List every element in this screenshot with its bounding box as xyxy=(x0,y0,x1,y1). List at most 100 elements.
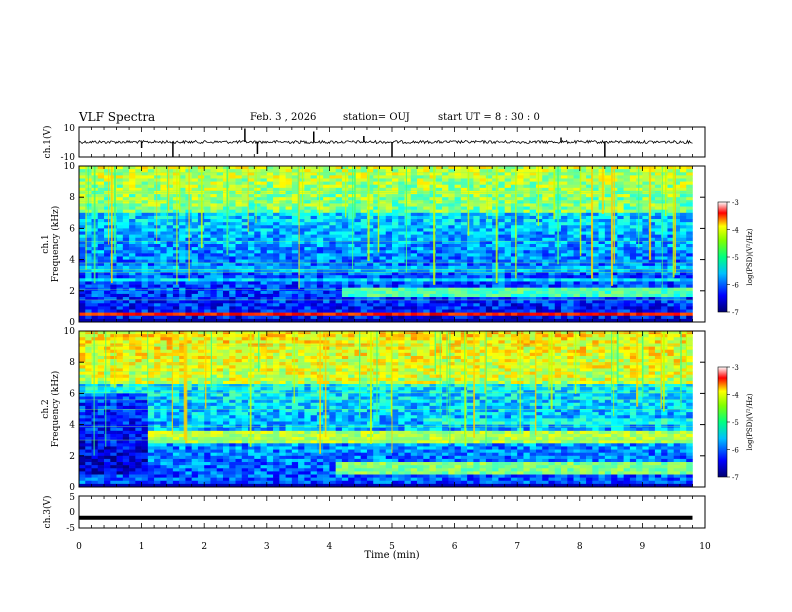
spec1-cell xyxy=(442,206,449,210)
spec1-cell xyxy=(360,169,368,173)
spec1-cell xyxy=(479,169,487,173)
spec1-cell xyxy=(335,268,343,273)
spec1-cell xyxy=(79,306,86,310)
spec1-cell xyxy=(191,306,199,310)
spec1-cell xyxy=(410,219,418,223)
spec1-cell xyxy=(129,250,136,254)
spec1-cell xyxy=(473,178,480,182)
spec1-cell xyxy=(298,287,305,292)
spec1-cell xyxy=(485,166,493,170)
spec1-cell xyxy=(535,181,543,186)
spec1-cell xyxy=(341,268,349,273)
spec1-cell xyxy=(379,169,387,173)
spec1-cell xyxy=(417,293,424,298)
spec1-cell xyxy=(592,287,599,292)
spec1-cell xyxy=(273,250,280,254)
spec1-cell xyxy=(617,244,624,248)
spec1-cell xyxy=(679,256,687,260)
spec1-cell xyxy=(147,318,155,323)
spec1-cell xyxy=(648,172,656,176)
spec1-cell xyxy=(172,306,180,310)
spec1-cell xyxy=(479,272,487,276)
spec1-cell xyxy=(210,225,218,229)
spec1-cell xyxy=(423,237,430,242)
spec1-cell xyxy=(204,268,211,273)
spec1-cell xyxy=(517,278,524,282)
spec1-cell xyxy=(548,318,556,323)
spec1-cell xyxy=(79,309,86,313)
spec1-cell xyxy=(348,268,355,273)
spec1-cell xyxy=(235,209,243,214)
spec1-cell xyxy=(248,244,255,248)
spec1-cell xyxy=(335,312,343,317)
spec1-cell xyxy=(316,293,324,298)
spec1-cell xyxy=(429,206,437,210)
spec1-cell xyxy=(160,228,167,232)
spec1-cell xyxy=(504,297,512,301)
spec1-cell xyxy=(498,262,505,267)
spec1-cell xyxy=(85,256,92,260)
spec1-cell xyxy=(498,209,505,214)
spec1-cell xyxy=(229,253,236,257)
spec1-cell xyxy=(667,256,674,260)
spec1-cell xyxy=(285,206,293,210)
spec1-cell xyxy=(241,172,249,176)
spec1-cell xyxy=(172,300,180,304)
spec1-cell xyxy=(542,197,549,201)
spec1-cell xyxy=(392,303,399,307)
spec1-cell xyxy=(316,284,324,288)
spec1-cell xyxy=(448,184,455,189)
spec1-cell xyxy=(673,265,681,270)
spec1-cell xyxy=(492,284,499,288)
spec1-cell xyxy=(254,203,261,207)
spec1-cell xyxy=(210,303,218,307)
spec1-cell xyxy=(335,169,343,173)
spec1-cell xyxy=(510,284,518,288)
spec1-cell xyxy=(448,272,455,276)
spec1-cell xyxy=(235,272,243,276)
spec1-cell xyxy=(172,287,180,292)
spec1-cell xyxy=(492,268,499,273)
spec1-cell xyxy=(667,212,674,217)
spec1-cell xyxy=(348,303,355,307)
spec1-cell xyxy=(310,215,318,220)
spec1-cell xyxy=(492,287,499,292)
spec1-cell xyxy=(235,293,243,298)
spec1-cell xyxy=(654,244,662,248)
spec1-cell xyxy=(85,265,92,270)
spec1-cell xyxy=(460,231,468,235)
spec1-cell xyxy=(636,284,643,288)
spec1-cell xyxy=(360,237,368,242)
spec1-cell xyxy=(579,303,587,307)
spec1-cell xyxy=(510,240,518,245)
spec1-cell xyxy=(310,212,318,217)
spec1-cell xyxy=(667,250,674,254)
spec1-cell xyxy=(661,225,668,229)
spec1-cell xyxy=(110,290,117,295)
spec1-cell xyxy=(467,265,474,270)
spec1-cell xyxy=(354,290,361,295)
spec1-cell xyxy=(354,306,361,310)
spec1-cell xyxy=(122,240,130,245)
spec1-cell xyxy=(686,297,693,301)
spec1-cell xyxy=(573,268,581,273)
spec1-cell xyxy=(404,212,412,217)
spec1-cell xyxy=(579,234,587,239)
spec1-cell xyxy=(122,318,130,323)
spec1-cell xyxy=(604,244,612,248)
spec1-cell xyxy=(673,234,681,239)
spec1-cell xyxy=(172,197,180,201)
spec1-cell xyxy=(535,250,543,254)
spec1-cell xyxy=(686,206,693,210)
spec1-cell xyxy=(110,181,117,186)
spec1-cell xyxy=(248,284,255,288)
spec1-cell xyxy=(329,259,336,264)
spec1-cell xyxy=(410,212,418,217)
spec1-cell xyxy=(410,206,418,210)
spec1-cell xyxy=(266,237,274,242)
spec1-cell xyxy=(285,231,293,235)
spec1-cell xyxy=(636,203,643,207)
spec1-cell xyxy=(310,244,318,248)
spec1-cell xyxy=(341,297,349,301)
spec1-cell xyxy=(548,181,556,186)
